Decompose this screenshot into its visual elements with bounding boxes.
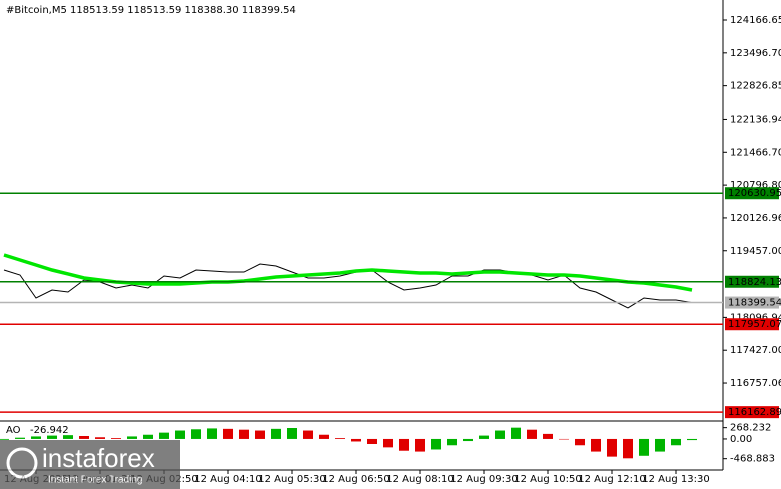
ao-bar [271, 428, 281, 439]
ao-current: -26.942 [30, 425, 69, 436]
y-tick-label: 116757.06 [730, 378, 781, 389]
ao-bar [367, 438, 377, 444]
y-tick-label: 121466.70 [730, 147, 781, 158]
x-tick-label: 12 Aug 06:50 [322, 474, 389, 485]
ao-bar [15, 437, 25, 439]
ao-bar [511, 427, 521, 439]
level-tag [725, 296, 779, 309]
ao-bar [447, 438, 457, 446]
y-tick-label: 122136.94 [730, 114, 781, 125]
ao-bar [399, 438, 409, 451]
ao-bar [47, 435, 57, 439]
ao-bar [127, 436, 137, 439]
watermark-bg [0, 440, 180, 489]
watermark-name: instaforex [42, 443, 155, 473]
y-tick-label: 122826.85 [730, 81, 781, 92]
chart-title: #Bitcoin,M5 118513.59 118513.59 118388.3… [6, 5, 296, 16]
price-line [3, 263, 693, 309]
ao-bar [687, 438, 697, 441]
ao-bar [351, 438, 361, 442]
watermark: instaforex Instant Forex Trading [0, 440, 180, 489]
ao-bar [671, 438, 681, 446]
ao-bar [623, 438, 633, 459]
y-tick-label: 120796.80 [730, 180, 781, 191]
y-tick-label: 123496.70 [730, 48, 781, 59]
ao-bar [543, 433, 553, 439]
x-tick-label: 12 Aug 04:10 [194, 474, 261, 485]
x-tick-label: 12 Aug 09:30 [450, 474, 517, 485]
level-tag [725, 187, 779, 200]
y-tick-label: 0.00 [730, 434, 752, 445]
x-tick-label: 12 Aug 10:50 [514, 474, 581, 485]
y-tick-label: 117427.00 [730, 345, 781, 356]
ao-bar [63, 435, 73, 439]
x-tick-label: 12 Aug 05:30 [258, 474, 325, 485]
level-label: 118824.13 [728, 277, 781, 288]
y-tick-label: 268.232 [730, 423, 771, 434]
watermark-icon [6, 447, 38, 479]
ao-bar [495, 430, 505, 439]
y-tick-label: 120126.96 [730, 213, 781, 224]
ao-bar [559, 438, 569, 440]
ao-bar [0, 438, 9, 440]
ao-bar [607, 438, 617, 457]
level-tag [725, 406, 779, 419]
ao-bar [527, 429, 537, 439]
ao-bar [415, 438, 425, 452]
ao-bar [591, 438, 601, 452]
level-label: 118399.54 [728, 298, 781, 309]
ao-bar [111, 438, 121, 439]
ao-bar [655, 438, 665, 452]
ao-bar [575, 438, 585, 446]
level-label: 120630.95 [728, 188, 781, 199]
ao-bar [191, 429, 201, 439]
ao-bar [239, 429, 249, 439]
ao-bar [463, 438, 473, 442]
y-tick-label: 119457.00 [730, 246, 781, 257]
ao-bar [335, 438, 345, 439]
ao-bar [479, 435, 489, 439]
ao-bar [255, 430, 265, 439]
ao-bar [95, 437, 105, 439]
ao-bar [143, 434, 153, 439]
ao-bar [319, 434, 329, 439]
ao-bar [31, 436, 41, 439]
y-tick-label: 124166.65 [730, 15, 781, 26]
ao-bar [431, 438, 441, 450]
level-tag [725, 275, 779, 288]
y-tick-label: -468.883 [730, 454, 775, 465]
watermark-tagline: Instant Forex Trading [48, 475, 143, 486]
level-label: 117957.07 [728, 319, 781, 330]
ao-bar [383, 438, 393, 448]
ao-bar [159, 432, 169, 439]
ao-bar [303, 430, 313, 439]
ao-bar [79, 436, 89, 439]
x-tick-label: 12 Aug 12:10 [578, 474, 645, 485]
ao-bar [207, 428, 217, 439]
ao-bar [223, 428, 233, 439]
level-tag [725, 318, 779, 331]
level-label: 116162.89 [728, 407, 781, 418]
ao-name: AO [6, 425, 21, 436]
ao-bar [639, 438, 649, 456]
y-tick-label: 118096.94 [730, 312, 781, 323]
x-tick-label: 12 Aug 13:30 [642, 474, 709, 485]
x-tick-label: 12 Aug 08:10 [386, 474, 453, 485]
ao-bar [175, 430, 185, 439]
ao-bar [287, 428, 297, 439]
